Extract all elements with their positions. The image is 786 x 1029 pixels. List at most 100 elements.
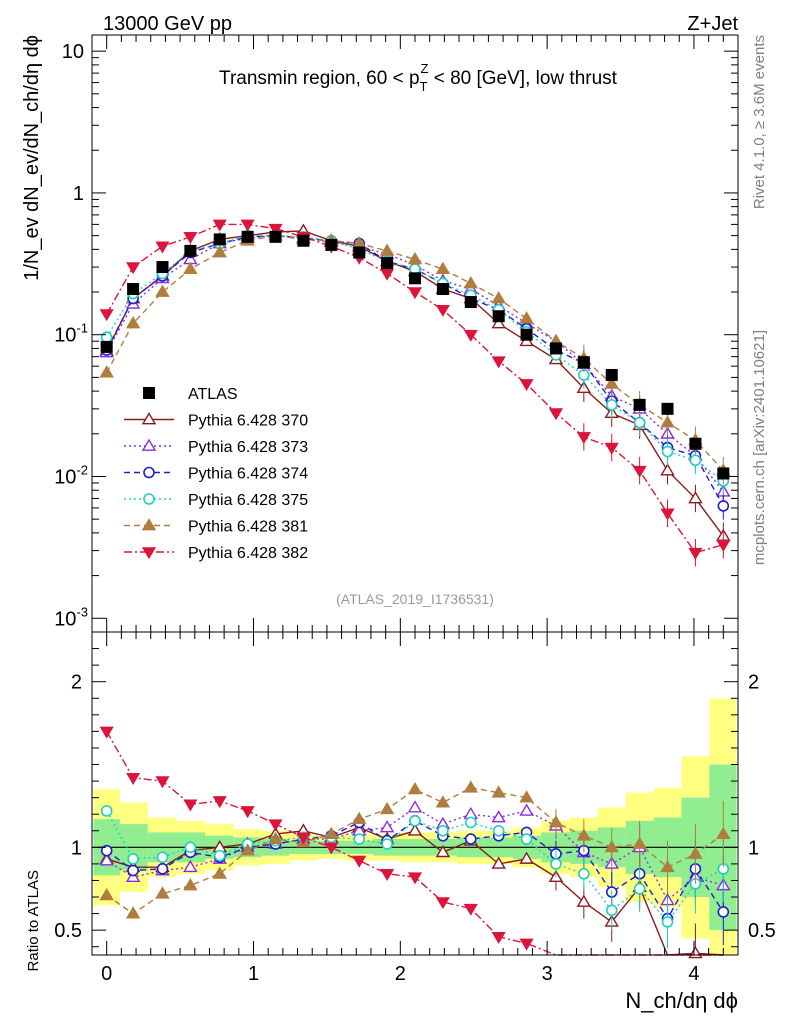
ratio-point [127,864,139,877]
main-y-tick-label: 10-1 [54,321,88,347]
ratio-point [717,906,730,918]
data-point [689,454,702,467]
series-pythia-6-428-382 [99,219,731,567]
ratio-point [520,833,533,845]
main-y-tick-label: 10 [62,41,84,63]
ratio-point [409,815,421,827]
data-point [381,257,394,270]
header-left: 13000 GeV pp [103,13,232,35]
ratio-point [491,931,506,944]
data-point [126,262,141,275]
data-point [156,261,169,274]
data-point [491,291,506,304]
ratio-point [99,853,114,866]
data-point [463,276,479,289]
legend-item: Pythia 6.428 373 [124,438,308,456]
data-point [155,241,170,254]
data-point [125,316,141,329]
ratio-point [213,849,226,862]
header-right: Z+Jet [687,13,738,35]
ratio-ylabel: Ratio to ATLAS [25,870,42,971]
data-point [268,223,283,236]
data-point [241,230,254,243]
data-point [100,331,113,344]
ratio-point [324,842,339,855]
legend-marker [143,466,155,479]
ratio-point [407,823,423,836]
ratio-point [184,841,197,854]
data-point [577,356,590,369]
ratio-point [437,824,449,837]
ratio-point [99,726,114,739]
ratio-point [407,800,423,813]
data-point [463,329,478,342]
data-point [717,500,730,512]
legend-label: Pythia 6.428 370 [188,413,308,430]
ratio-point [353,833,366,845]
data-point [379,243,395,256]
ratio-series-pythia-6-428-381 [99,780,731,919]
ratio-line [106,819,724,920]
ratio-point [660,859,675,873]
data-point [519,379,534,392]
ratio-point [548,815,564,828]
legend-item: Pythia 6.428 370 [124,412,308,430]
ratio-y-tick-label-right: 2 [748,672,759,694]
data-point [435,304,450,317]
ratio-panel: 0.5 0.5 1 1 2 2 0 1 2 3 4 Ratio to ATLAS N_ch/dη d… [25,631,776,1013]
data-point [605,399,618,411]
analysis-id: (ATLAS_2019_I1736531) [336,591,494,607]
ratio-y-tick-label-left: 1 [71,837,82,859]
ratio-point [463,780,479,793]
main-y-tick-label: 10-3 [54,604,88,630]
data-point [716,539,731,552]
data-point [297,234,310,247]
ratio-point [519,851,534,864]
ratio-point [100,805,113,817]
x-tick-label: 1 [248,963,259,985]
data-point [660,508,675,521]
data-point [604,442,619,455]
legend-label: Pythia 6.428 375 [188,492,308,509]
data-point [661,402,674,415]
ratio-point [127,853,139,865]
side-label-top: Rivet 4.1.0, ≥ 3.6M events [751,35,768,209]
ratio-point [716,826,731,839]
ratio-point [183,878,198,891]
ratio-point [576,894,592,907]
data-point [183,232,198,245]
ratio-point [464,833,477,845]
data-point [409,272,421,285]
ratio-point [407,872,423,885]
ratio-point [435,897,450,910]
data-point [717,467,730,480]
data-point [464,296,477,309]
ratio-point [155,776,170,789]
ratio-point [491,810,506,823]
ratio-line [106,786,724,915]
data-point [492,310,505,323]
legend-marker [141,412,157,425]
data-point [661,445,674,458]
ratio-point [550,858,562,870]
data-point [576,432,591,445]
ratio-point [381,838,393,850]
ratio-point [576,828,592,841]
data-point [213,233,226,246]
data-point [660,415,675,428]
data-point [183,261,198,275]
ratio-point [519,803,534,816]
data-point [632,465,647,478]
data-point [519,311,534,324]
ratio-point [240,843,255,856]
ratio-point [99,887,114,901]
ratio-point [661,916,674,928]
ratio-series-pythia-6-428-382 [99,726,724,956]
legend-label: Pythia 6.428 382 [188,545,308,562]
ratio-point [156,863,169,875]
ratio-point [464,816,477,829]
ratio-point [688,846,703,859]
data-point [100,340,113,353]
ratio-point [492,824,505,837]
